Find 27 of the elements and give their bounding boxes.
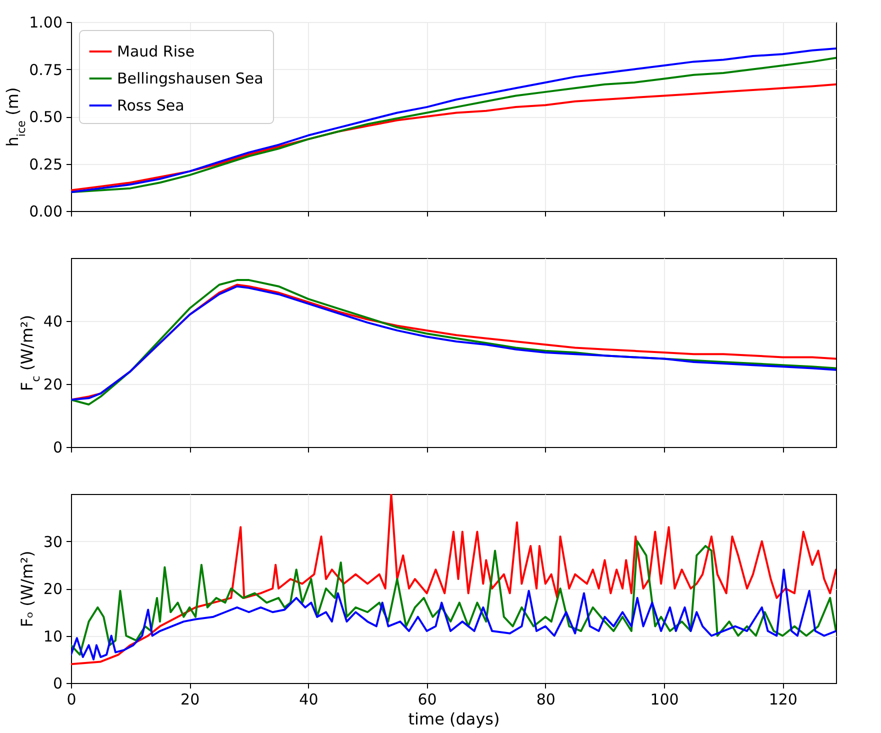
- y-axis-title: Fₒ (W/m²): [17, 550, 36, 628]
- y-tick-label: 20: [43, 580, 62, 598]
- line-series: [71, 568, 836, 660]
- y-tick-label: 0: [52, 674, 62, 692]
- y-tick-label: 30: [43, 532, 62, 551]
- y-tick-label: 0: [52, 438, 62, 456]
- x-tick-label: 100: [650, 690, 679, 708]
- x-tick-label: 120: [768, 690, 798, 708]
- y-tick-label: 0.00: [29, 202, 62, 220]
- line-series: [71, 540, 836, 656]
- x-tick-label: 0: [66, 690, 76, 708]
- line-series: [71, 494, 836, 666]
- y-tick-label: 20: [43, 376, 62, 394]
- y-tick-label: 10: [43, 627, 62, 646]
- x-axis-title: time (days): [408, 710, 500, 728]
- x-tick-label: 60: [418, 690, 437, 708]
- x-tick-label: 20: [180, 690, 200, 708]
- x-tick-label: 40: [299, 690, 318, 708]
- y-tick-label: 0.50: [29, 108, 62, 126]
- y-tick-label: 0.75: [29, 60, 62, 79]
- x-tick-label: 80: [536, 690, 556, 708]
- legend-label: Ross Sea: [117, 96, 184, 114]
- legend-label: Bellingshausen Sea: [117, 70, 264, 88]
- y-tick-label: 40: [43, 312, 62, 330]
- y-tick-label: 1.00: [29, 14, 62, 32]
- legend-label: Maud Rise: [117, 42, 195, 60]
- y-tick-label: 0.25: [29, 155, 62, 174]
